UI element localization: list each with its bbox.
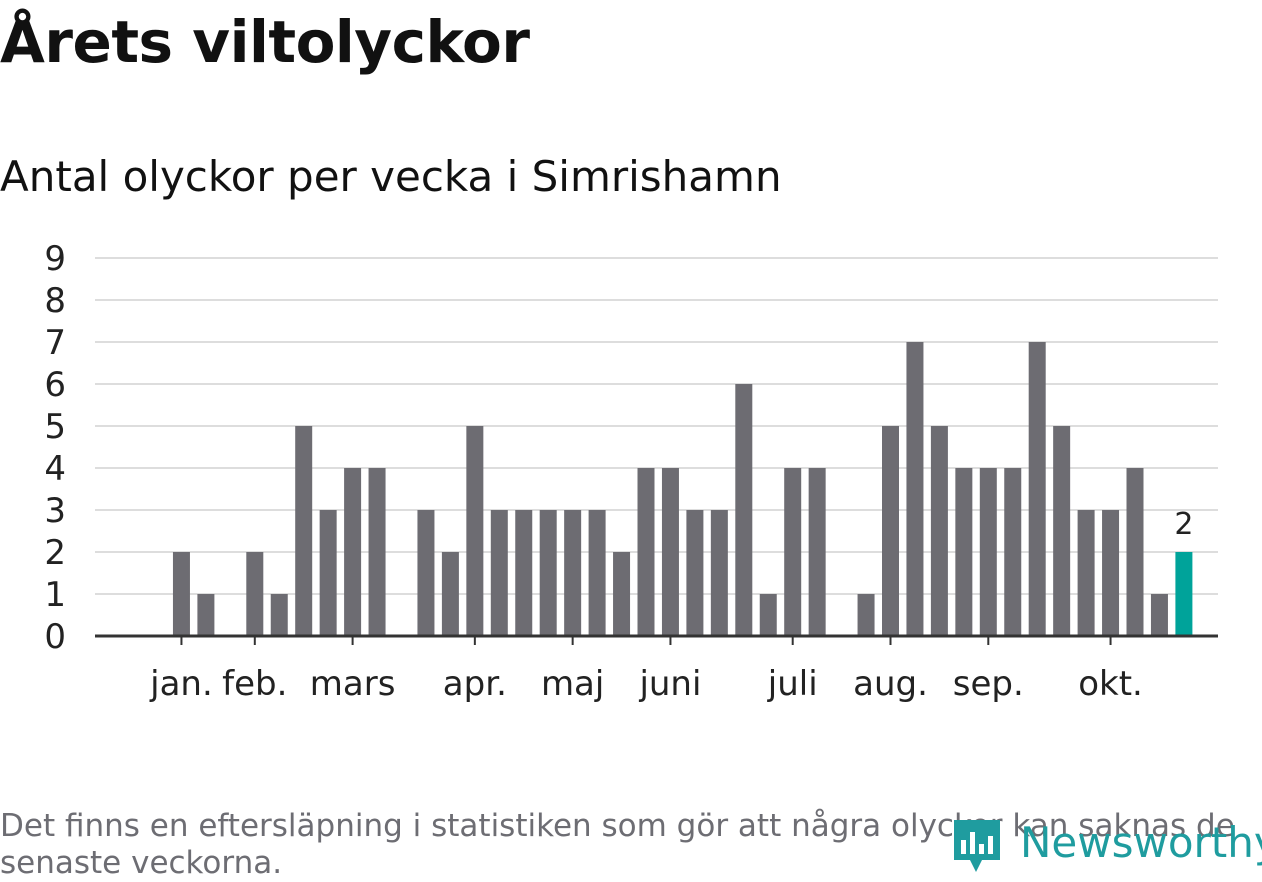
bar xyxy=(295,426,313,636)
x-tick-label: juli xyxy=(767,664,818,704)
y-tick-label: 1 xyxy=(44,575,66,615)
bar xyxy=(735,384,753,636)
bar xyxy=(808,468,826,636)
chart-title: Årets viltolyckor xyxy=(0,8,530,76)
y-tick-label: 3 xyxy=(44,491,66,531)
y-tick-label: 9 xyxy=(44,239,66,279)
bar xyxy=(710,510,728,636)
bar xyxy=(564,510,582,636)
bar xyxy=(1004,468,1022,636)
bar xyxy=(1053,426,1071,636)
y-tick-label: 7 xyxy=(44,323,66,363)
y-tick-label: 0 xyxy=(44,617,66,657)
bar xyxy=(270,594,288,636)
y-tick-label: 4 xyxy=(44,449,66,489)
x-tick-label: sep. xyxy=(953,664,1024,704)
bar xyxy=(930,426,948,636)
logo-text: Newsworthy xyxy=(1020,818,1262,867)
bar xyxy=(1102,510,1120,636)
bar-value-label: 2 xyxy=(1174,507,1193,542)
bar xyxy=(613,552,631,636)
x-tick-label: jan. xyxy=(149,664,213,704)
x-tick-label: mars xyxy=(310,664,396,704)
bar xyxy=(1150,594,1168,636)
bar-chart-pin-icon xyxy=(954,820,1000,872)
bar xyxy=(906,342,924,636)
newsworthy-logo: Newsworthy xyxy=(950,816,1262,876)
bar xyxy=(539,510,557,636)
bar xyxy=(1126,468,1144,636)
y-tick-label: 6 xyxy=(44,365,66,405)
x-tick-label: aug. xyxy=(853,664,928,704)
bar xyxy=(368,468,386,636)
x-tick-label: apr. xyxy=(443,664,507,704)
bar xyxy=(344,468,362,636)
footnote: Det finns en eftersläpning i statistiken… xyxy=(0,808,1235,881)
y-tick-label: 8 xyxy=(44,281,66,321)
bar xyxy=(490,510,508,636)
x-tick-label: okt. xyxy=(1078,664,1143,704)
bar xyxy=(246,552,264,636)
bar-highlight xyxy=(1175,552,1193,636)
bars: 2 xyxy=(172,342,1193,636)
bar xyxy=(686,510,704,636)
chart-subtitle: Antal olyckor per vecka i Simrishamn xyxy=(0,152,782,201)
bar xyxy=(441,552,459,636)
y-tick-label: 2 xyxy=(44,533,66,573)
bar xyxy=(319,510,337,636)
bar xyxy=(515,510,533,636)
bar xyxy=(1077,510,1095,636)
bar xyxy=(588,510,606,636)
bar xyxy=(197,594,215,636)
bar xyxy=(1028,342,1046,636)
bar xyxy=(857,594,875,636)
bar xyxy=(661,468,679,636)
bar xyxy=(759,594,777,636)
x-tick-label: maj xyxy=(541,664,604,704)
gridlines xyxy=(95,257,1218,595)
bar xyxy=(417,510,435,636)
bar xyxy=(172,552,190,636)
bar xyxy=(882,426,899,636)
bar xyxy=(637,468,655,636)
bar xyxy=(955,468,973,636)
bar xyxy=(979,468,997,636)
bar xyxy=(466,426,484,636)
x-tick-label: juni xyxy=(638,664,701,704)
x-tick-label: feb. xyxy=(222,664,287,704)
bar xyxy=(784,468,802,636)
y-tick-label: 5 xyxy=(44,407,66,447)
